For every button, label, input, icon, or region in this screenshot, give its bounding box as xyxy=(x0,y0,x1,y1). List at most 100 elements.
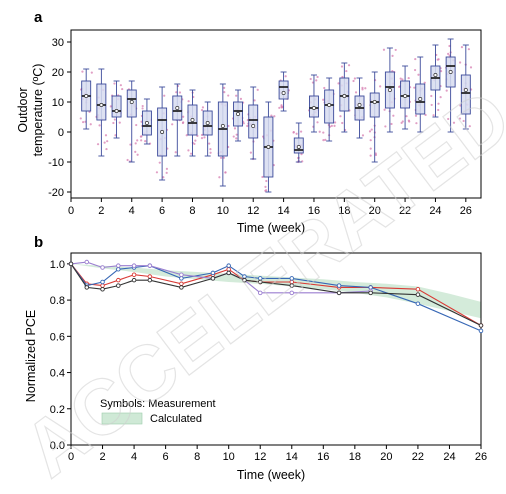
pce-point xyxy=(368,290,373,296)
temperature-point xyxy=(414,114,418,117)
panel-b-ytick-label: 0.2 xyxy=(50,404,65,416)
panel-a-ylabel-line2: temperature (ºC) xyxy=(31,64,45,157)
temperature-point xyxy=(316,121,319,124)
box-week-1 xyxy=(79,68,93,130)
temperature-point xyxy=(392,114,395,117)
pce-point xyxy=(242,277,247,283)
box-mean xyxy=(144,121,149,125)
temperature-point xyxy=(224,171,227,174)
temperature-point xyxy=(141,104,144,108)
box-mean xyxy=(114,109,119,113)
temperature-point xyxy=(219,156,223,159)
box-mean xyxy=(433,73,438,77)
pce-point xyxy=(100,265,105,270)
temperature-point xyxy=(235,94,238,97)
temperature-point xyxy=(135,123,138,127)
temperature-point xyxy=(162,176,165,179)
temperature-point xyxy=(126,158,129,162)
pce-point xyxy=(147,263,153,268)
temperature-point xyxy=(345,69,348,73)
temperature-point xyxy=(246,124,249,128)
temperature-point xyxy=(430,94,433,98)
box-mean xyxy=(387,88,392,92)
pce-point xyxy=(131,272,137,277)
box-mean xyxy=(160,130,165,134)
panel-a-ylabel: Outdoor temperature (ºC) xyxy=(16,64,45,157)
temperature-point xyxy=(354,91,358,94)
pce-point xyxy=(68,261,74,267)
temperature-point xyxy=(439,70,443,73)
temperature-point xyxy=(187,100,190,103)
temperature-point xyxy=(136,153,139,156)
temperature-point xyxy=(369,139,372,142)
pce-line xyxy=(70,261,371,294)
temperature-point xyxy=(299,130,303,133)
box-week-21 xyxy=(382,47,397,133)
temperature-point xyxy=(368,130,372,133)
box-week-19 xyxy=(352,77,367,139)
box-mean xyxy=(372,100,377,104)
box-mean xyxy=(205,121,210,125)
temperature-point xyxy=(165,171,168,174)
panel-a-xtick-label: 24 xyxy=(429,205,441,217)
temperature-point xyxy=(270,114,273,117)
box-week-6 xyxy=(155,86,169,181)
temperature-point xyxy=(264,189,267,192)
temperature-point xyxy=(112,121,115,125)
temperature-point xyxy=(103,141,106,144)
temperature-point xyxy=(163,94,166,97)
panel-a-letter: a xyxy=(34,9,43,26)
pce-series-4 xyxy=(68,261,484,328)
temperature-point xyxy=(460,46,464,49)
pce-point xyxy=(100,286,105,292)
panel-a-ytick-label: -10 xyxy=(48,157,64,169)
legend-calculated-label: Calculated xyxy=(150,413,202,425)
panel-b-xtick-label: 6 xyxy=(163,451,169,463)
box-mean xyxy=(175,106,180,110)
panel-a-ytick-label: -20 xyxy=(48,187,64,199)
panel-b-ylabel: Normalized PCE xyxy=(24,310,38,402)
box-mean xyxy=(129,100,134,104)
panel-a-xtick-label: 10 xyxy=(217,205,229,217)
pce-point xyxy=(368,285,373,290)
pce-point xyxy=(478,328,484,334)
panel-b-ytick-label: 1.0 xyxy=(50,259,65,271)
temperature-point xyxy=(256,88,259,91)
temperature-point xyxy=(469,66,473,69)
temperature-point xyxy=(447,52,450,56)
temperature-point xyxy=(467,48,470,51)
temperature-point xyxy=(208,142,211,145)
temperature-point xyxy=(361,134,365,137)
calculated-band xyxy=(71,263,481,319)
pce-point xyxy=(289,276,295,281)
legend-calculated-swatch xyxy=(101,412,143,425)
temperature-point xyxy=(273,115,276,118)
panel-b-xlabel: Time (week) xyxy=(237,468,305,482)
temperature-point xyxy=(218,176,221,179)
temperature-point xyxy=(353,77,356,80)
panel-a-xtick-label: 16 xyxy=(308,205,320,217)
box-mean xyxy=(312,106,316,110)
pce-point xyxy=(116,283,121,288)
pce-point xyxy=(415,286,421,292)
temperature-point xyxy=(415,122,418,125)
pce-point xyxy=(147,277,153,283)
temperature-point xyxy=(223,91,226,94)
temperature-point xyxy=(200,108,204,112)
box-iqr xyxy=(278,80,289,100)
temperature-point xyxy=(448,44,451,48)
temperature-point xyxy=(318,130,321,133)
temperature-point xyxy=(281,105,284,109)
box-mean xyxy=(418,97,423,101)
temperature-point xyxy=(462,119,465,123)
temperature-point xyxy=(459,61,462,64)
temperature-point xyxy=(201,106,205,109)
temperature-point xyxy=(468,125,471,128)
box-iqr xyxy=(96,83,107,121)
temperature-point xyxy=(432,114,435,117)
temperature-point xyxy=(134,142,137,145)
box-week-11 xyxy=(231,89,245,142)
panel-b-ytick-label: 0.0 xyxy=(50,440,65,452)
temperature-point xyxy=(300,153,303,156)
temperature-point xyxy=(187,149,190,152)
